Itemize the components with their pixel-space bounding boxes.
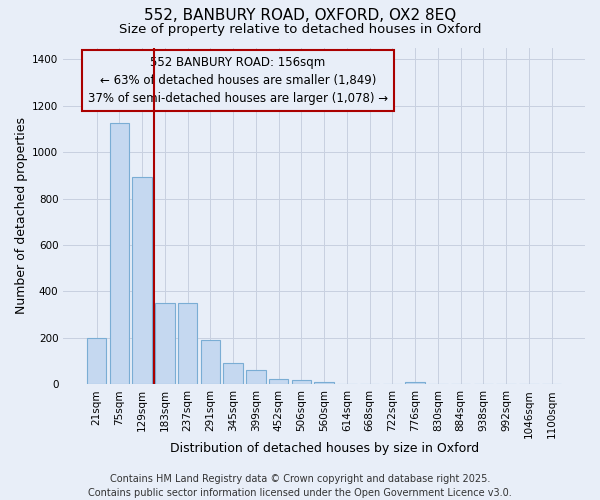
Text: Size of property relative to detached houses in Oxford: Size of property relative to detached ho… <box>119 22 481 36</box>
Bar <box>201 340 220 384</box>
Bar <box>314 382 334 384</box>
Bar <box>269 379 289 384</box>
Text: Contains HM Land Registry data © Crown copyright and database right 2025.
Contai: Contains HM Land Registry data © Crown c… <box>88 474 512 498</box>
Y-axis label: Number of detached properties: Number of detached properties <box>15 118 28 314</box>
Bar <box>178 302 197 384</box>
Bar <box>110 123 129 384</box>
Bar <box>133 177 152 384</box>
Bar <box>87 338 106 384</box>
Text: 552, BANBURY ROAD, OXFORD, OX2 8EQ: 552, BANBURY ROAD, OXFORD, OX2 8EQ <box>144 8 456 22</box>
X-axis label: Distribution of detached houses by size in Oxford: Distribution of detached houses by size … <box>170 442 479 455</box>
Text: 552 BANBURY ROAD: 156sqm
← 63% of detached houses are smaller (1,849)
37% of sem: 552 BANBURY ROAD: 156sqm ← 63% of detach… <box>88 56 388 105</box>
Bar <box>246 370 266 384</box>
Bar <box>155 302 175 384</box>
Bar <box>292 380 311 384</box>
Bar <box>223 362 243 384</box>
Bar <box>406 382 425 384</box>
